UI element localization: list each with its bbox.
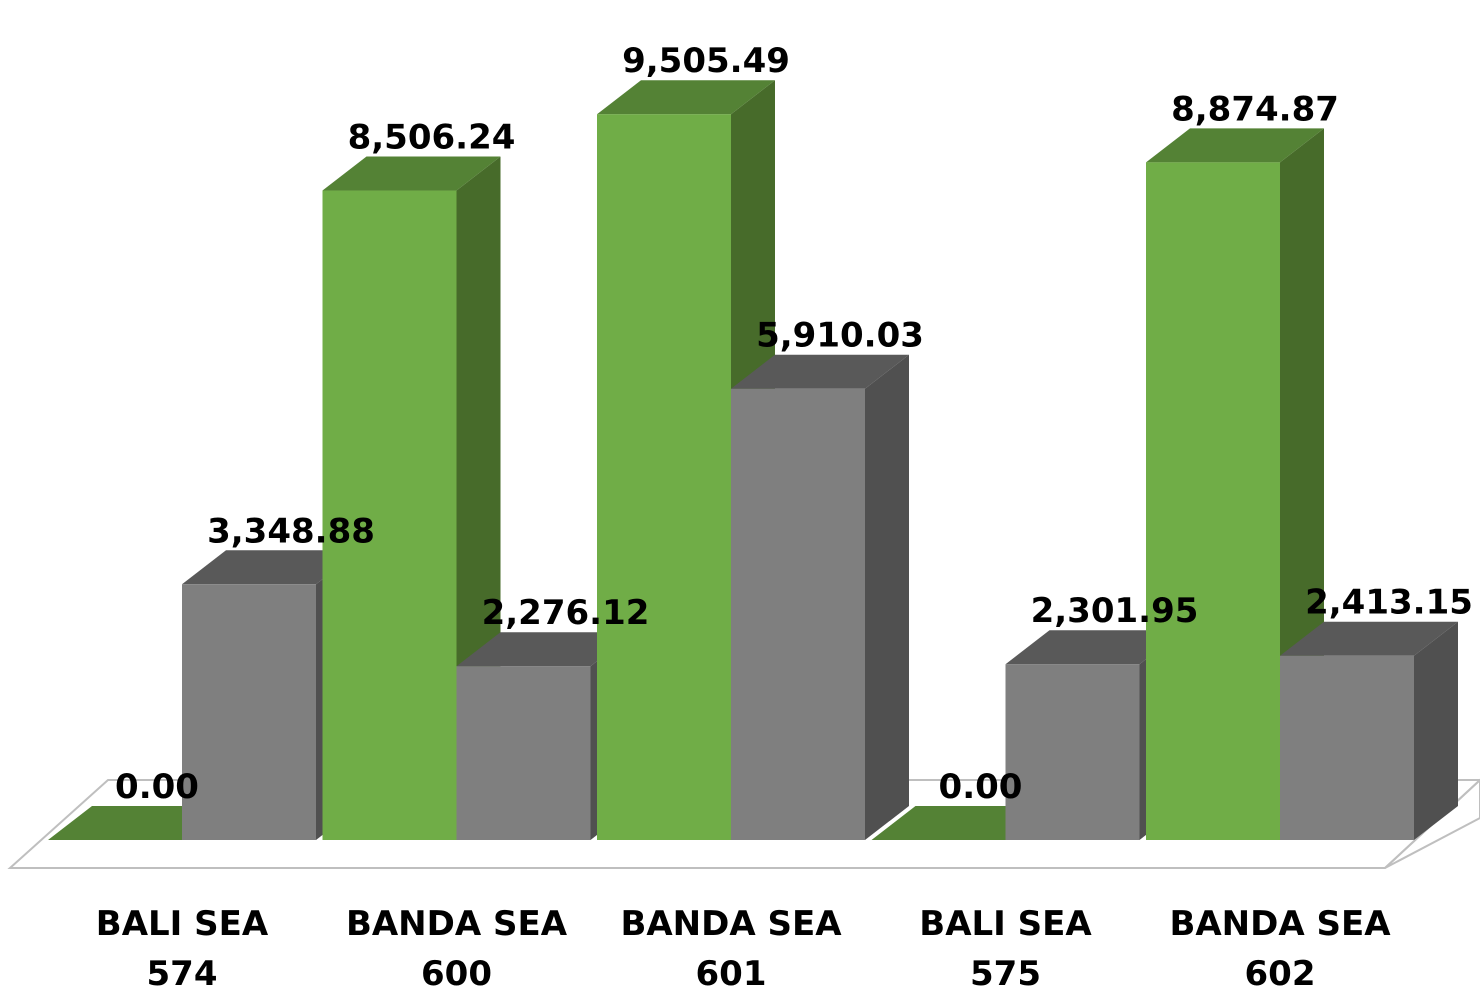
bar-side-4-1 — [1414, 621, 1458, 840]
value-label-3-1: 2,301.95 — [1031, 591, 1199, 631]
bar-0-0 — [48, 806, 226, 840]
bar-front-1-0 — [322, 190, 457, 841]
value-label-1-1: 2,276.12 — [482, 593, 650, 633]
bar-top-4-0 — [1146, 128, 1324, 163]
category-label-2-1: 601 — [696, 954, 767, 986]
bar-top-4-1 — [1280, 621, 1458, 656]
bar-front-2-1 — [731, 388, 865, 840]
value-label-2-0: 9,505.49 — [622, 41, 790, 81]
value-labels-layer: 0.00 3,348.88 8,506.24 2,276.12 9,505.49 5,91… — [115, 41, 1473, 807]
category-label-1-1: 600 — [421, 954, 492, 986]
bar-top-2-1 — [731, 354, 909, 389]
value-label-1-0: 8,506.24 — [348, 118, 516, 158]
bar-front-2-0 — [597, 114, 731, 840]
category-label-3-0: BALI SEA — [919, 904, 1092, 944]
bar-front-4-0 — [1146, 162, 1280, 840]
category-label-4-0: BANDA SEA — [1169, 904, 1391, 944]
bar-side-2-1 — [865, 354, 909, 840]
bar-top-0-0 — [48, 806, 226, 840]
bar-2-1 — [731, 354, 909, 840]
bar-1-0 — [322, 156, 501, 841]
bar-front-1-1 — [456, 666, 591, 840]
category-label-0-1: 574 — [147, 954, 218, 986]
value-label-4-1: 2,413.15 — [1305, 583, 1473, 623]
bar-front-0-1 — [182, 584, 316, 840]
bar-front-4-1 — [1280, 655, 1414, 840]
bar-top-1-0 — [322, 156, 501, 191]
value-label-0-0: 0.00 — [115, 767, 199, 807]
bar-top-0-1 — [182, 550, 360, 585]
chart-floor-plane — [7, 779, 1480, 869]
value-label-0-1: 3,348.88 — [207, 511, 375, 551]
category-label-2-0: BANDA SEA — [620, 904, 842, 944]
category-label-0-0: BALI SEA — [96, 904, 269, 944]
bar-top-2-0 — [597, 80, 775, 115]
value-label-4-0: 8,874.87 — [1171, 89, 1339, 129]
bar-top-1-1 — [456, 632, 635, 667]
value-label-3-0: 0.00 — [939, 767, 1023, 807]
bar-3-0 — [871, 806, 1050, 840]
value-label-2-1: 5,910.03 — [756, 316, 924, 356]
category-label-3-1: 575 — [970, 954, 1041, 986]
bar-front-3-1 — [1005, 664, 1140, 840]
bar-top-3-0 — [871, 806, 1050, 840]
category-labels-layer: BALI SEA 574 BANDA SEA 600 BANDA SEA 601 BALI … — [96, 904, 1391, 986]
bar-top-3-1 — [1005, 630, 1184, 665]
category-label-1-0: BANDA SEA — [346, 904, 568, 944]
category-label-4-1: 602 — [1245, 954, 1316, 986]
bar-4-1 — [1280, 621, 1458, 840]
bars-layer — [48, 80, 1458, 841]
